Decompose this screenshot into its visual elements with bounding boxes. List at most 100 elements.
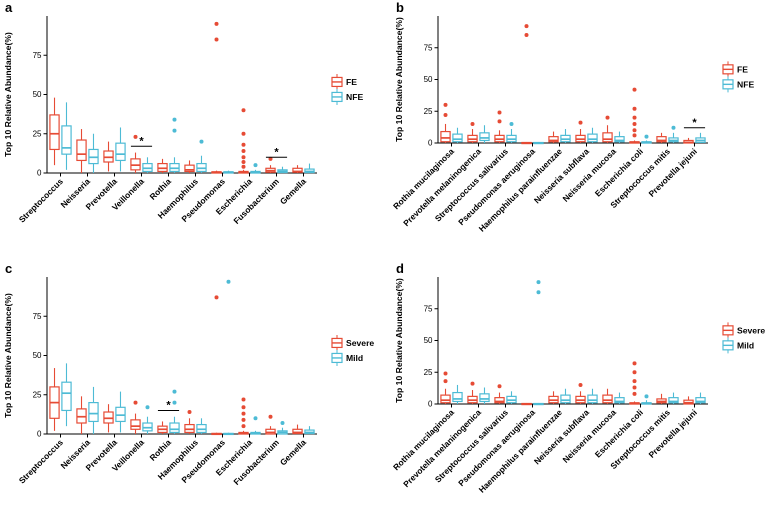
legend-item-nfe: NFE (331, 88, 363, 105)
x-tick-label: Escherichia coli (593, 146, 645, 198)
outlier-dot (644, 134, 649, 139)
box-nfe-pseudomonas-aeruginosa (533, 141, 544, 145)
outlier-dot (443, 371, 448, 376)
significance-marker: * (130, 135, 153, 147)
outlier-dot (187, 410, 192, 415)
box-fe-prevotella-jejuni (683, 137, 694, 144)
box-severe-prevotella (103, 404, 114, 433)
y-tick-label: 50 (33, 90, 42, 99)
box-mild-rothia (169, 389, 180, 434)
outlier-dot (241, 142, 246, 147)
legend-label: Severe (346, 338, 374, 348)
box-severe-escherichia (238, 397, 249, 435)
outlier-dot (632, 106, 637, 111)
box-mild-veillonella (142, 405, 153, 434)
chart-a: 0 25 50 75 Top 10 Relative Abundance(%) Strep… (3, 16, 363, 226)
legend-label: Mild (346, 353, 363, 363)
box-fe-prevotella-melaninogenica (467, 121, 478, 143)
box-nfe-fusobacterium (277, 166, 288, 174)
box-nfe-haemophilus (196, 139, 207, 173)
box-mild-pseudomonas (223, 279, 234, 436)
x-tick-label: Prevotella jejuni (646, 407, 698, 459)
legend-label: FE (346, 77, 357, 87)
box-nfe-streptococcus-salivarius (506, 121, 517, 143)
outlier-dot (497, 119, 502, 124)
legend-item-severe: Severe (331, 334, 374, 351)
y-tick-label: 25 (33, 129, 42, 138)
y-tick-label: 0 (37, 169, 42, 178)
box-mild-gemella (304, 426, 315, 435)
box-mild-streptococcus-mitis (668, 392, 679, 404)
box-severe-veillonella (130, 400, 141, 434)
box-severe-prevotella-jejuni (683, 396, 694, 405)
outlier-dot (241, 164, 246, 169)
y-tick-label: 75 (33, 312, 42, 321)
box-severe-neisseria-subflava (575, 382, 586, 404)
y-axis-title: Top 10 Relative Abundance(%) (394, 278, 404, 403)
box-severe-prevotella-melaninogenica (467, 381, 478, 404)
outlier-dot (214, 21, 219, 26)
outlier-dot (578, 382, 583, 387)
outlier-dot (241, 108, 246, 113)
box-severe-streptococcus-salivarius (494, 384, 505, 404)
box-severe-pseudomonas (211, 295, 222, 436)
box-severe-streptococcus (49, 368, 60, 431)
outlier-dot (632, 361, 637, 366)
outlier-dot (497, 110, 502, 115)
y-tick-label: 25 (424, 107, 433, 116)
outlier-dot (632, 391, 637, 396)
box-nfe-rothia (169, 117, 180, 173)
y-tick-label: 0 (428, 400, 433, 409)
legend-label: Mild (737, 340, 754, 350)
box-mild-escherichia (250, 416, 261, 435)
box-nfe-haemophilus-parainfluenzae (560, 129, 571, 143)
outlier-dot (133, 400, 138, 405)
outlier-dot (497, 384, 502, 389)
panel-a: a 0 25 50 75 Top 10 Relative Abundance(%) Str… (0, 0, 391, 261)
outlier-dot (605, 115, 610, 120)
box-nfe-neisseria-subflava (587, 127, 598, 143)
legend-item-mild: Mild (722, 337, 754, 354)
y-tick-label: 50 (424, 336, 433, 345)
significance-marker: * (157, 399, 180, 411)
x-tick-label: Streptococcus (17, 176, 65, 224)
outlier-dot (268, 414, 273, 419)
outlier-dot (241, 131, 246, 136)
legend-item-nfe: NFE (722, 76, 754, 93)
panel-label-a: a (5, 0, 13, 15)
axes (434, 277, 708, 405)
panel-label-d: d (396, 261, 404, 276)
box-fe-neisseria (76, 129, 87, 173)
outlier-dot (241, 149, 246, 154)
box-fe-pseudomonas (211, 21, 222, 174)
box-mild-prevotella-melaninogenica (479, 387, 490, 404)
legend-item-fe: FE (722, 61, 748, 78)
box-nfe-escherichia (250, 163, 261, 174)
outlier-dot (241, 405, 246, 410)
box-mild-streptococcus-salivarius (506, 391, 517, 404)
outlier-dot (632, 87, 637, 92)
box-nfe-neisseria-mucosa (614, 131, 625, 143)
box-nfe-gemella (304, 163, 315, 174)
box-severe-haemophilus (184, 410, 195, 434)
box-fe-streptococcus (49, 97, 60, 166)
box-nfe-rothia-mucilaginosa (452, 127, 463, 143)
outlier-dot (536, 290, 541, 295)
box-severe-streptococcus-mitis (656, 393, 667, 404)
box-severe-neisseria-mucosa (602, 388, 613, 404)
legend-label: NFE (737, 79, 754, 89)
outlier-dot (470, 121, 475, 126)
y-tick-label: 50 (33, 351, 42, 360)
box-mild-prevotella (115, 391, 126, 433)
outlier-dot (280, 421, 285, 426)
outlier-dot (443, 113, 448, 118)
outlier-dot (671, 125, 676, 130)
outlier-dot (524, 24, 529, 29)
box-fe-gemella (292, 165, 303, 173)
box-severe-gemella (292, 424, 303, 435)
box-severe-fusobacterium (265, 414, 276, 435)
box-fe-veillonella (130, 134, 141, 173)
outlier-dot (199, 139, 204, 144)
